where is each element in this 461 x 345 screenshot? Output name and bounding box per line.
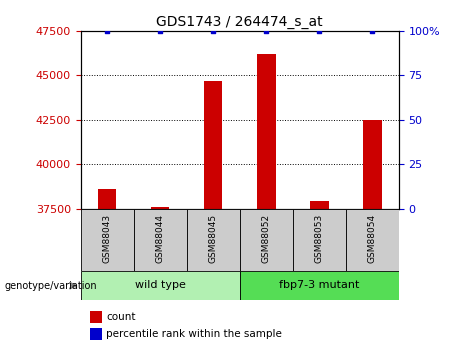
Text: GSM88043: GSM88043	[103, 214, 112, 263]
Bar	[90, 310, 102, 323]
FancyBboxPatch shape	[240, 209, 293, 271]
FancyBboxPatch shape	[240, 271, 399, 300]
Point	[209, 28, 217, 34]
Text: GSM88053: GSM88053	[315, 214, 324, 263]
FancyBboxPatch shape	[187, 209, 240, 271]
Bar	[90, 328, 102, 340]
Point	[262, 28, 270, 34]
Text: genotype/variation: genotype/variation	[5, 281, 97, 290]
FancyBboxPatch shape	[346, 209, 399, 271]
FancyBboxPatch shape	[81, 271, 240, 300]
Bar	[310, 201, 329, 209]
Text: GSM88052: GSM88052	[262, 214, 271, 263]
Bar	[98, 189, 117, 209]
Bar	[363, 120, 382, 209]
FancyBboxPatch shape	[134, 209, 187, 271]
Point	[368, 28, 376, 34]
FancyBboxPatch shape	[293, 209, 346, 271]
Point	[315, 28, 323, 34]
Bar	[257, 54, 276, 209]
FancyBboxPatch shape	[81, 209, 134, 271]
Text: GSM88044: GSM88044	[156, 214, 165, 263]
Bar	[204, 81, 223, 209]
Text: percentile rank within the sample: percentile rank within the sample	[106, 329, 282, 339]
Point	[103, 28, 111, 34]
Bar	[151, 207, 170, 209]
Text: fbp7-3 mutant: fbp7-3 mutant	[279, 280, 360, 290]
Text: count: count	[106, 312, 136, 322]
Text: GSM88045: GSM88045	[209, 214, 218, 263]
Text: wild type: wild type	[135, 280, 186, 290]
Point	[156, 28, 164, 34]
Title: GDS1743 / 264474_s_at: GDS1743 / 264474_s_at	[156, 14, 323, 29]
Text: GSM88054: GSM88054	[368, 214, 377, 263]
